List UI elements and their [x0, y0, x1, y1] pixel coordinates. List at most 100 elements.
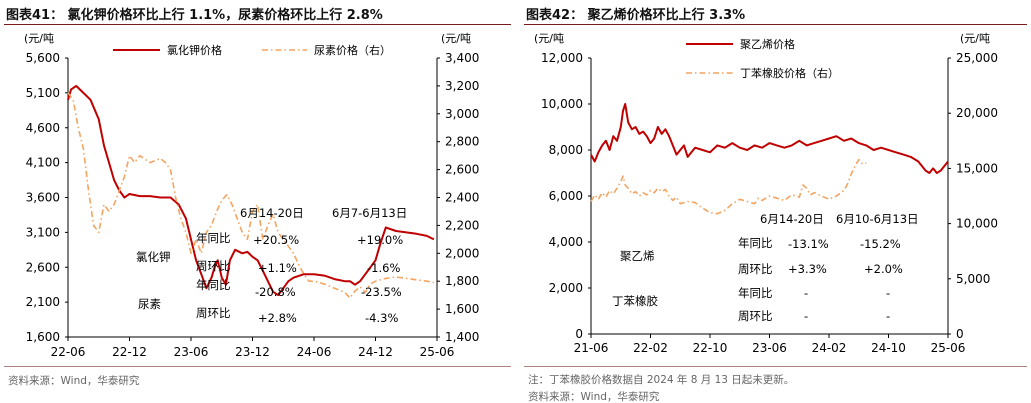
- annot-name-urea: 尿素: [138, 297, 161, 311]
- annot-header-2: 6月10-6月13日: [836, 212, 919, 226]
- x-tick-label: 24-12: [358, 345, 393, 359]
- y-left-tick-label: 0: [575, 327, 583, 341]
- legend-label-pe: 聚乙烯价格: [740, 37, 795, 51]
- right-unit: (元/吨: [960, 32, 990, 45]
- annot-header-1: 6月14-20日: [760, 212, 824, 226]
- x-tick-label: 23-12: [235, 345, 270, 359]
- x-tick-label: 21-06: [574, 341, 609, 355]
- legend: 氯化钾价格 尿素价格（右）: [113, 43, 391, 57]
- annot-kcl-yoy-2: +19.0%: [357, 233, 403, 247]
- series-line-1: [67, 92, 435, 299]
- annot-wow-label-sbr: 周环比: [738, 309, 773, 323]
- y-right-tick-label: 3,200: [445, 79, 479, 93]
- annot-yoy-label-urea: 年同比: [196, 278, 231, 292]
- y-left-tick-label: 5,600: [26, 51, 60, 65]
- left-tick-labels: 12,000 10,000 8,000 6,000 4,000 2,000 0: [541, 51, 591, 341]
- legend-label-urea: 尿素价格（右）: [314, 43, 391, 57]
- legend-label-kcl: 氯化钾价格: [167, 43, 222, 57]
- annot-pe-yoy-1: -13.1%: [788, 237, 829, 251]
- annot-yoy-label-pe: 年同比: [738, 236, 773, 250]
- left-tick-labels: 5,600 5,100 4,600 4,100 3,600 3,100 2,600 2,100…: [26, 51, 68, 344]
- y-left-tick-label: 10,000: [541, 97, 583, 111]
- title-rule: [4, 24, 511, 25]
- x-tick-label: 24-06: [297, 345, 332, 359]
- annot-name-kcl: 氯化钾: [136, 250, 171, 264]
- y-left-tick-label: 4,100: [26, 156, 60, 170]
- annotation-table: 6月14-20日 6月10-6月13日 聚乙烯 年同比 周环比 -13.1% +…: [612, 212, 919, 323]
- right-unit: (元/吨: [441, 32, 471, 45]
- annot-yoy-label-sbr: 年同比: [738, 286, 773, 300]
- y-left-tick-label: 2,100: [26, 295, 60, 309]
- x-tick-label: 23-06: [174, 345, 209, 359]
- annot-name-pe: 聚乙烯: [620, 249, 655, 263]
- annot-pe-yoy-2: -15.2%: [860, 237, 901, 251]
- y-right-tick-label: 1,800: [445, 274, 479, 288]
- source-note: 资料来源：Wind，华泰研究: [528, 391, 660, 403]
- annot-sbr-yoy-1: -: [804, 286, 808, 300]
- x-tick-label: 22-10: [693, 341, 728, 355]
- x-tick-labels: 22-06 22-12 23-06 23-12 24-06 24-12 25-06: [51, 337, 455, 359]
- x-tick-label: 22-06: [51, 345, 86, 359]
- x-tick-label: 25-06: [931, 341, 966, 355]
- y-right-tick-label: 2,000: [445, 246, 479, 260]
- annot-urea-yoy-1: -20.8%: [255, 285, 296, 299]
- right-tick-labels: 3,400 3,200 3,000 2,800 2,600 2,400 2,200 2,000…: [437, 51, 479, 344]
- y-left-tick-label: 3,600: [26, 191, 60, 205]
- y-right-tick-label: 2,600: [445, 163, 479, 177]
- x-tick-label: 24-10: [871, 341, 906, 355]
- y-left-tick-label: 2,600: [26, 260, 60, 274]
- y-left-tick-label: 4,600: [26, 121, 60, 135]
- source-note: 资料来源：Wind，华泰研究: [8, 375, 140, 387]
- chart-title: 图表41： 氯化钾价格环比上行 1.1%，尿素价格环比上行 2.8%: [6, 8, 383, 23]
- x-tick-label: 22-12: [112, 345, 147, 359]
- y-right-tick-label: 15,000: [956, 161, 998, 175]
- y-left-tick-label: 5,100: [26, 86, 60, 100]
- legend: 聚乙烯价格 丁苯橡胶价格（右）: [686, 37, 839, 80]
- footer-rule: [4, 366, 511, 367]
- y-left-tick-label: 4,000: [549, 235, 583, 249]
- annot-header-2: 6月7-6月13日: [332, 206, 407, 220]
- annot-wow-label-pe: 周环比: [738, 262, 773, 276]
- annot-sbr-yoy-2: -: [886, 286, 890, 300]
- x-tick-label: 25-06: [420, 345, 455, 359]
- annot-kcl-wow-1: +1.1%: [258, 261, 297, 275]
- series-line-0: [590, 103, 949, 174]
- y-left-tick-label: 3,100: [26, 225, 60, 239]
- annotation-table: 6月14-20日 6月7-6月13日 氯化钾 年同比 周环比 +20.5% +1…: [136, 206, 407, 325]
- y-right-tick-label: 2,200: [445, 218, 479, 232]
- annot-wow-label-kcl: 周环比: [196, 259, 231, 273]
- y-right-tick-label: 1,600: [445, 302, 479, 316]
- x-tick-labels: 21-06 22-02 22-10 23-06 24-02 24-10 25-06: [574, 334, 966, 355]
- x-tick-label: 23-06: [752, 341, 787, 355]
- chart-panel-polyethylene: 图表42： 聚乙烯价格环比上行 3.3% (元/吨 (元/吨 聚乙烯价格 丁苯橡…: [520, 0, 1031, 403]
- annot-pe-wow-1: +3.3%: [788, 262, 827, 276]
- y-right-tick-label: 5,000: [956, 272, 990, 286]
- y-left-tick-label: 6,000: [549, 189, 583, 203]
- y-left-tick-label: 8,000: [549, 143, 583, 157]
- annot-urea-yoy-2: -23.5%: [361, 285, 402, 299]
- legend-label-sbr: 丁苯橡胶价格（右）: [740, 66, 839, 80]
- footer-rule: [524, 366, 1027, 367]
- annot-kcl-yoy-1: +20.5%: [253, 233, 299, 247]
- x-tick-label: 22-02: [633, 341, 668, 355]
- x-tick-label: 24-02: [812, 341, 847, 355]
- annot-urea-wow-2: -4.3%: [365, 311, 398, 325]
- y-right-tick-label: 0: [956, 327, 964, 341]
- y-right-tick-label: 3,000: [445, 107, 479, 121]
- y-right-tick-label: 10,000: [956, 217, 998, 231]
- series-line-1: [590, 158, 867, 215]
- y-right-tick-label: 25,000: [956, 51, 998, 65]
- y-right-tick-label: 2,800: [445, 135, 479, 149]
- y-right-tick-label: 1,400: [445, 330, 479, 344]
- annot-urea-wow-1: +2.8%: [258, 311, 297, 325]
- footnote: 注：丁苯橡胶价格数据自 2024 年 8 月 13 日起未更新。: [528, 374, 795, 386]
- annot-yoy-label-kcl: 年同比: [196, 231, 231, 245]
- annot-sbr-wow-2: -: [886, 309, 890, 323]
- title-rule: [524, 24, 1027, 25]
- fertilizer-chart: (元/吨 (元/吨 氯化钾价格 尿素价格（右） 5,600 5,100 4,600 4…: [24, 32, 479, 359]
- left-unit: (元/吨: [534, 32, 564, 45]
- y-left-tick-label: 2,000: [549, 281, 583, 295]
- chart-title: 图表42： 聚乙烯价格环比上行 3.3%: [526, 8, 746, 23]
- series-lines: [590, 103, 949, 215]
- chart-panel-fertilizer: 图表41： 氯化钾价格环比上行 1.1%，尿素价格环比上行 2.8% (元/吨 …: [0, 0, 515, 403]
